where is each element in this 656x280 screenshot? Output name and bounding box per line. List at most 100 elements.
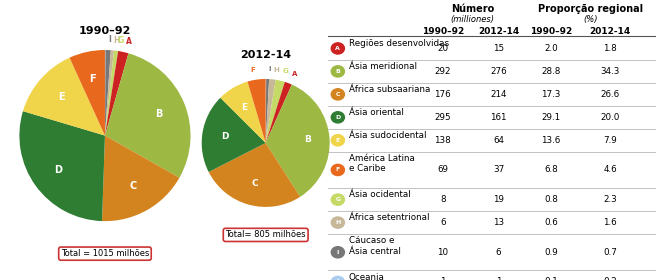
Text: B: B — [155, 109, 163, 118]
Text: 8: 8 — [440, 195, 445, 204]
Text: Ásia ocidental: Ásia ocidental — [349, 190, 411, 199]
Circle shape — [331, 112, 344, 123]
Text: H: H — [335, 220, 340, 225]
Text: 2.0: 2.0 — [544, 44, 558, 53]
Circle shape — [331, 66, 344, 77]
Text: 2012-14: 2012-14 — [590, 27, 630, 36]
Text: 15: 15 — [493, 44, 504, 53]
Text: Ásia meridional: Ásia meridional — [349, 62, 417, 71]
Text: África subsaariana: África subsaariana — [349, 85, 430, 94]
Text: Cáucaso e
Ásia central: Cáucaso e Ásia central — [349, 236, 401, 256]
Text: 28.8: 28.8 — [541, 67, 561, 76]
Text: 0.7: 0.7 — [603, 248, 617, 257]
Wedge shape — [266, 80, 285, 143]
Text: G: G — [117, 36, 123, 45]
Circle shape — [331, 247, 344, 258]
Text: 37: 37 — [493, 165, 504, 174]
Text: 1990–92: 1990–92 — [422, 27, 464, 36]
Title: 1990–92: 1990–92 — [79, 26, 131, 36]
Wedge shape — [201, 98, 266, 172]
Text: 2.3: 2.3 — [604, 195, 617, 204]
Wedge shape — [105, 50, 118, 136]
Text: D: D — [335, 115, 340, 120]
Text: H: H — [274, 67, 279, 73]
Text: 0.2: 0.2 — [604, 277, 617, 280]
Text: Oceania: Oceania — [349, 273, 384, 280]
Circle shape — [331, 164, 344, 176]
Text: 1: 1 — [440, 277, 445, 280]
Text: 26.6: 26.6 — [600, 90, 620, 99]
Text: 17.3: 17.3 — [541, 90, 561, 99]
Text: (%): (%) — [583, 15, 598, 24]
Text: I: I — [268, 66, 270, 73]
Text: I: I — [337, 250, 339, 255]
Wedge shape — [209, 143, 300, 207]
Text: 6.8: 6.8 — [544, 165, 558, 174]
Text: 13.6: 13.6 — [541, 136, 561, 145]
Text: Número: Número — [451, 4, 494, 14]
Text: 20: 20 — [438, 44, 448, 53]
Text: C: C — [336, 92, 340, 97]
Text: 161: 161 — [490, 113, 507, 122]
Wedge shape — [20, 111, 105, 221]
Text: Ásia oriental: Ásia oriental — [349, 108, 403, 117]
Text: 1.6: 1.6 — [604, 218, 617, 227]
Text: A: A — [292, 71, 297, 77]
Text: 6: 6 — [440, 218, 445, 227]
Wedge shape — [266, 79, 269, 143]
Text: 20.0: 20.0 — [600, 113, 620, 122]
Text: E: E — [336, 138, 340, 143]
Wedge shape — [220, 81, 266, 143]
Text: 0.8: 0.8 — [544, 195, 558, 204]
Text: Total= 805 milhões: Total= 805 milhões — [226, 230, 306, 239]
Wedge shape — [70, 50, 105, 136]
Text: 0.1: 0.1 — [544, 277, 558, 280]
Text: C: C — [251, 179, 258, 188]
Text: G: G — [335, 197, 340, 202]
Text: I: I — [108, 35, 112, 44]
Text: 7.9: 7.9 — [604, 136, 617, 145]
Text: E: E — [241, 103, 247, 112]
Text: F: F — [251, 67, 255, 73]
Text: E: E — [58, 92, 64, 102]
Circle shape — [331, 276, 344, 280]
Text: 4.6: 4.6 — [604, 165, 617, 174]
Text: 276: 276 — [490, 67, 507, 76]
Text: América Latina
e Caribe: América Latina e Caribe — [349, 154, 415, 173]
Text: H: H — [113, 36, 120, 45]
Text: 19: 19 — [493, 195, 504, 204]
Text: 0.9: 0.9 — [544, 248, 558, 257]
Text: 10: 10 — [438, 248, 448, 257]
Text: 13: 13 — [493, 218, 504, 227]
Text: África setentrional: África setentrional — [349, 213, 429, 222]
Wedge shape — [247, 79, 266, 143]
Text: 1990–92: 1990–92 — [530, 27, 572, 36]
Text: 295: 295 — [434, 113, 451, 122]
Text: 138: 138 — [434, 136, 451, 145]
Text: 2012-14: 2012-14 — [478, 27, 519, 36]
Text: 34.3: 34.3 — [600, 67, 620, 76]
Wedge shape — [105, 50, 114, 136]
Circle shape — [331, 89, 344, 100]
Wedge shape — [266, 85, 330, 197]
Text: D: D — [221, 132, 228, 141]
Wedge shape — [266, 82, 292, 143]
Text: F: F — [336, 167, 340, 172]
Text: Regiões desenvolvidas: Regiões desenvolvidas — [349, 39, 449, 48]
Circle shape — [331, 43, 344, 54]
Wedge shape — [102, 136, 179, 221]
Circle shape — [331, 135, 344, 146]
Text: 64: 64 — [493, 136, 504, 145]
Text: 176: 176 — [434, 90, 451, 99]
Text: 1: 1 — [496, 277, 501, 280]
Text: 29.1: 29.1 — [541, 113, 561, 122]
Text: 69: 69 — [438, 165, 448, 174]
Text: 6: 6 — [496, 248, 501, 257]
Text: C: C — [130, 181, 137, 191]
Circle shape — [331, 217, 344, 228]
Text: 214: 214 — [490, 90, 507, 99]
Title: 2012-14: 2012-14 — [240, 50, 291, 60]
Text: Ásia sudocidental: Ásia sudocidental — [349, 131, 426, 140]
Text: D: D — [54, 165, 62, 174]
Wedge shape — [105, 50, 111, 136]
